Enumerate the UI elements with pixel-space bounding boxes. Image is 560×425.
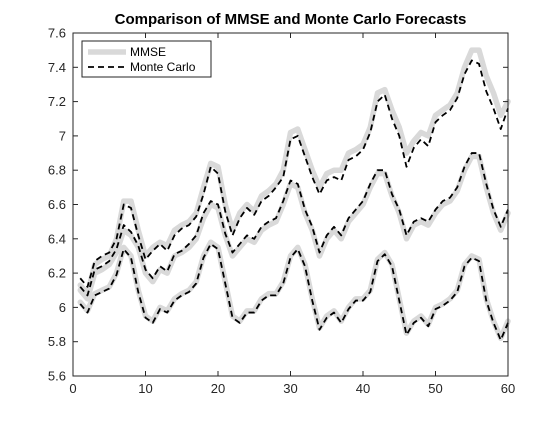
y-tick-label: 6	[59, 300, 66, 315]
y-tick-label: 7.6	[48, 26, 66, 41]
y-tick-label: 7	[59, 128, 66, 143]
monte-carlo-line-middle	[79, 152, 509, 297]
series-layer	[77, 47, 511, 342]
x-tick-label: 60	[501, 381, 515, 396]
x-tick-label: 20	[211, 381, 225, 396]
y-tick-label: 6.2	[48, 266, 66, 281]
x-tick-label: 10	[138, 381, 152, 396]
legend-label-mmse: MMSE	[130, 45, 166, 59]
x-tick-label: 50	[428, 381, 442, 396]
y-tick-label: 5.6	[48, 369, 66, 384]
mmse-line-middle	[77, 153, 511, 302]
axes-layer: 0 10 20 30 40 50 60 5.6 5.8 6 6.2 6.4 6.6 6.8 7 7.2 7.4 7…	[48, 26, 515, 397]
legend-label-monte-carlo: Monte Carlo	[130, 60, 196, 74]
x-tick-label: 40	[356, 381, 370, 396]
y-tick-label: 7.2	[48, 94, 66, 109]
y-tick-label: 6.8	[48, 163, 66, 178]
monte-carlo-line-lower	[79, 243, 509, 341]
y-tick-label: 7.4	[48, 60, 66, 75]
chart-title: Comparison of MMSE and Monte Carlo Forec…	[115, 11, 467, 28]
y-tick-label: 6.6	[48, 197, 66, 212]
y-tick-label: 6.4	[48, 231, 66, 246]
mmse-line-upper	[77, 47, 511, 297]
mmse-line-lower	[77, 239, 511, 342]
y-tick-label: 5.8	[48, 334, 66, 349]
monte-carlo-line-upper	[79, 59, 509, 288]
x-tick-label: 30	[283, 381, 297, 396]
x-tick-label: 0	[69, 381, 76, 396]
legend-box	[81, 40, 212, 78]
